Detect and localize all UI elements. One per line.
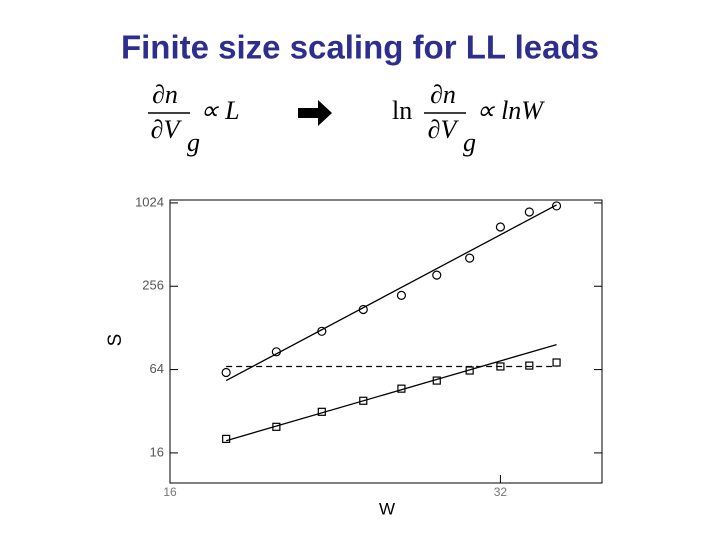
plot-frame <box>169 199 603 484</box>
formula-numerator: ∂n <box>152 80 178 109</box>
square-marker <box>525 361 534 370</box>
circle-marker <box>465 253 475 263</box>
square-marker <box>496 362 505 371</box>
fit-line <box>225 204 557 382</box>
square-marker <box>432 376 441 385</box>
x-tick-label: 16 <box>163 485 177 499</box>
formula-prefix: ln <box>392 96 412 125</box>
circle-marker <box>432 270 442 280</box>
circle-marker <box>317 326 327 336</box>
y-tick-label: 64 <box>150 361 164 376</box>
circle-marker <box>524 207 534 217</box>
square-marker <box>552 358 561 367</box>
square-marker <box>272 422 281 431</box>
x-tick-label: 32 <box>494 485 508 499</box>
formula-subscript: g <box>187 128 200 157</box>
circle-marker <box>495 222 506 232</box>
circle-marker <box>221 367 231 378</box>
arrow <box>298 100 332 126</box>
square-marker <box>397 384 406 393</box>
formula-denominator: ∂V <box>151 115 183 144</box>
square-marker <box>465 366 474 375</box>
square-marker <box>222 434 231 444</box>
slide-title: Finite size scaling for LL leads <box>121 29 599 66</box>
formula-denominator: ∂V <box>428 115 460 144</box>
square-marker <box>359 396 368 405</box>
fit-line <box>225 343 557 442</box>
x-axis-label: W <box>379 499 395 518</box>
formula-numerator: ∂n <box>430 80 456 109</box>
circle-marker <box>551 201 562 211</box>
circle-marker <box>271 347 281 357</box>
formula-rhs: ∝ lnW <box>476 96 545 125</box>
circle-marker <box>396 290 407 300</box>
formula-subscript: g <box>463 128 476 157</box>
y-tick-label: 256 <box>142 278 164 293</box>
y-axis-label: S <box>105 334 126 347</box>
y-tick-label: 16 <box>150 444 164 459</box>
circle-marker <box>358 304 368 315</box>
square-marker <box>317 407 326 416</box>
y-tick-label: 1024 <box>135 194 164 209</box>
formula-rhs: ∝ L <box>200 96 240 125</box>
